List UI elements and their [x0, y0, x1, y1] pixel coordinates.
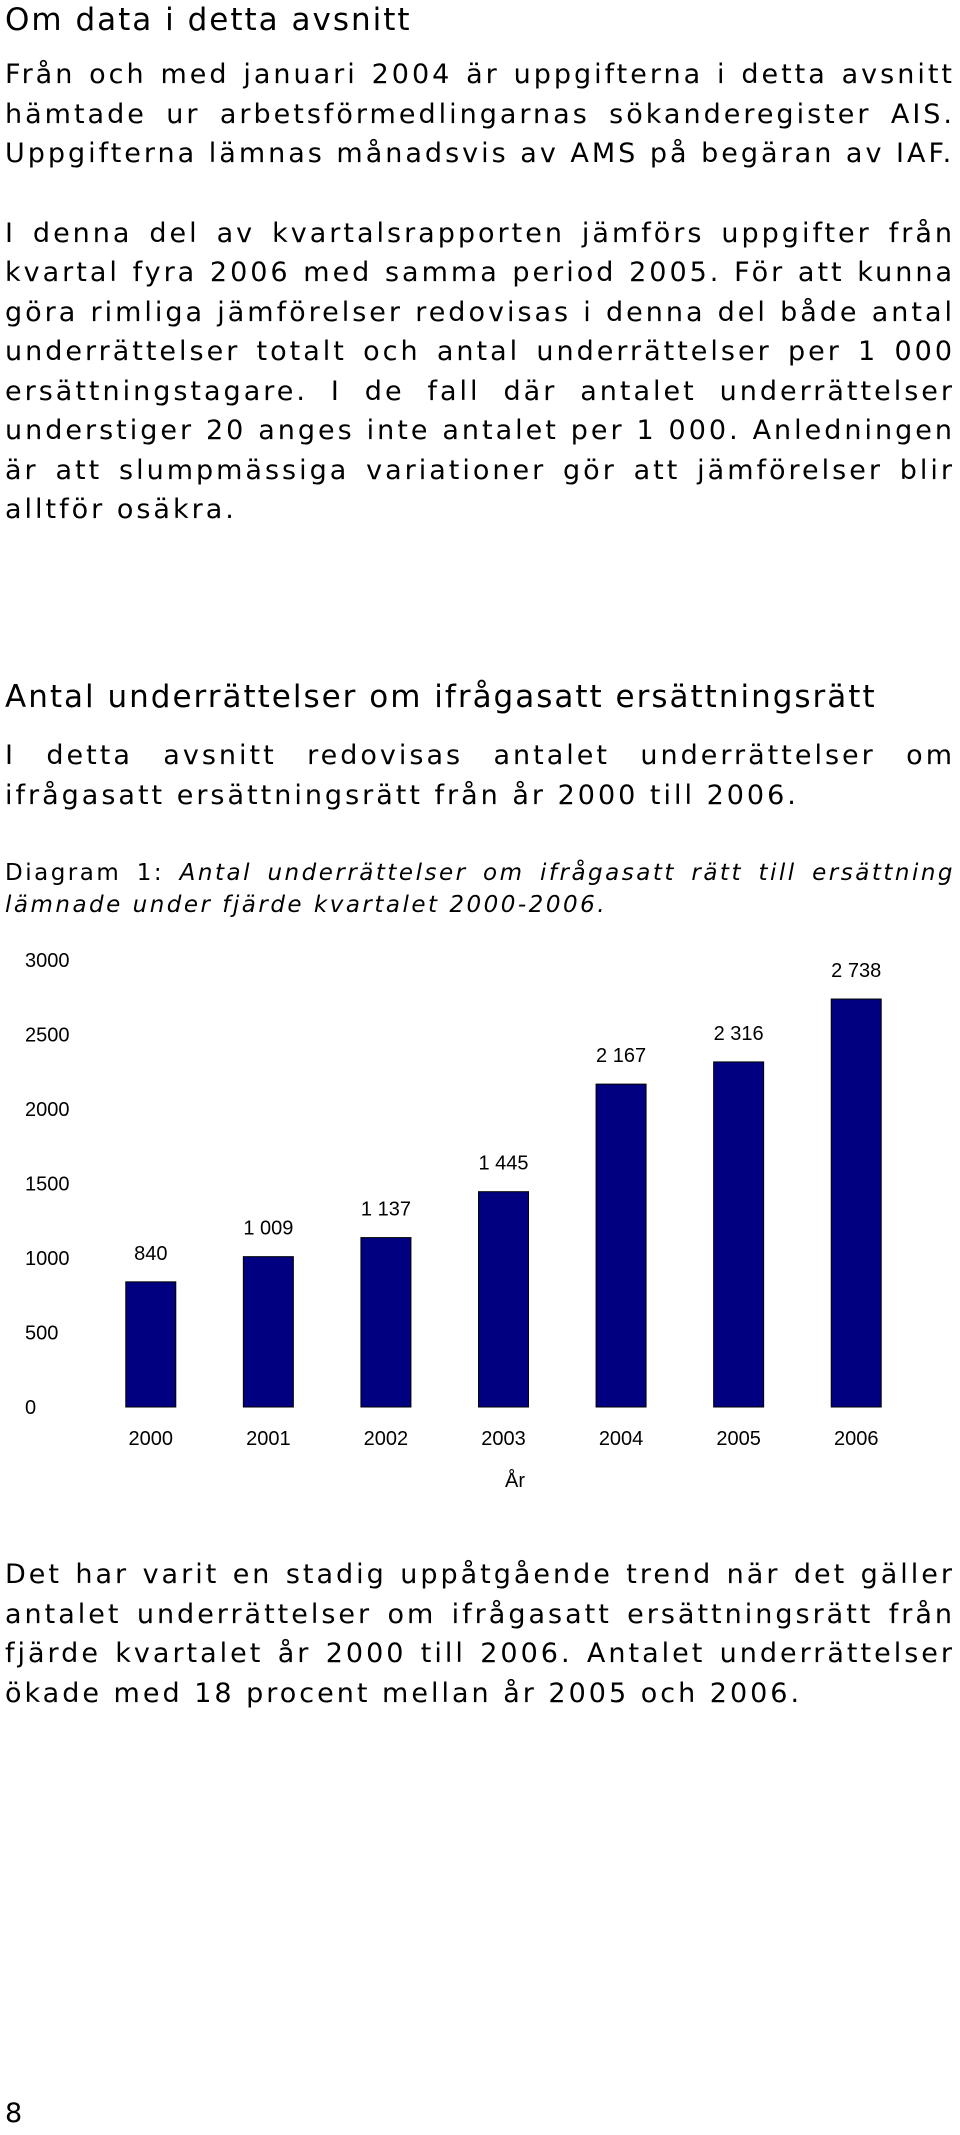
- x-axis-label: År: [505, 1469, 525, 1492]
- value-label: 2 167: [596, 1045, 646, 1067]
- section-intro: I detta avsnitt redovisas antalet underr…: [5, 740, 955, 811]
- value-label: 1 009: [243, 1218, 293, 1240]
- count-section: Antal underrättelser om ifrågasatt ersät…: [5, 677, 955, 717]
- caption-label: Diagram 1:: [5, 860, 165, 886]
- bar: [830, 998, 882, 1408]
- value-label: 840: [134, 1243, 167, 1265]
- value-label: 1 445: [478, 1153, 528, 1175]
- figure-caption: Diagram 1: Antal underrättelser om ifråg…: [5, 857, 955, 921]
- y-tick-label: 3000: [25, 950, 70, 972]
- bars: [125, 998, 882, 1408]
- about-section: Om data i detta avsnitt: [5, 0, 955, 40]
- bar: [242, 1256, 294, 1408]
- section-heading: Antal underrättelser om ifrågasatt ersät…: [5, 679, 877, 715]
- about-heading: Om data i detta avsnitt: [5, 2, 412, 38]
- about-text: Från och med januari 2004 är uppgifterna…: [5, 55, 955, 530]
- value-labels: 840 1 009 1 137 1 445 2 167 2 316 2 738: [134, 960, 881, 1265]
- x-tick-label: 2003: [481, 1428, 526, 1450]
- x-tick-label: 2005: [716, 1428, 761, 1450]
- bar: [713, 1061, 765, 1408]
- section-intro-text: I detta avsnitt redovisas antalet underr…: [5, 736, 955, 815]
- y-axis-ticks: 0 500 1000 1500 2000 2500 3000: [25, 950, 70, 1419]
- conclusion-paragraph: Det har varit en stadig uppåtgående tren…: [5, 1559, 955, 1709]
- y-tick-label: 0: [25, 1397, 36, 1419]
- x-tick-label: 2000: [129, 1428, 174, 1450]
- bar: [360, 1237, 412, 1408]
- y-tick-label: 500: [25, 1323, 58, 1345]
- value-label: 1 137: [361, 1199, 411, 1221]
- about-paragraph-2: I denna del av kvartalsrapporten jämförs…: [5, 217, 955, 526]
- conclusion-text: Det har varit en stadig uppåtgående tren…: [5, 1555, 955, 1713]
- y-tick-label: 2500: [25, 1025, 70, 1047]
- x-tick-label: 2001: [246, 1428, 291, 1450]
- y-tick-label: 1000: [25, 1248, 70, 1270]
- x-tick-label: 2002: [364, 1428, 409, 1450]
- x-tick-label: 2006: [834, 1428, 879, 1450]
- value-label: 2 316: [714, 1023, 764, 1045]
- value-label: 2 738: [831, 960, 881, 982]
- y-tick-label: 2000: [25, 1099, 70, 1121]
- bar: [595, 1083, 647, 1408]
- about-paragraph-1: Från och med januari 2004 är uppgifterna…: [5, 59, 955, 169]
- bar-chart: 0 500 1000 1500 2000 2500 3000 840 1 009 1 137 1 …: [25, 950, 882, 1492]
- y-tick-label: 1500: [25, 1174, 70, 1196]
- x-axis-ticks: 2000 2001 2002 2003 2004 2005 2006: [129, 1428, 879, 1450]
- bar: [125, 1281, 177, 1408]
- x-tick-label: 2004: [599, 1428, 644, 1450]
- page-number: 8: [5, 2098, 23, 2129]
- caption-text: Antal underrättelser om ifrågasatt rätt …: [5, 860, 956, 918]
- bar: [478, 1191, 529, 1408]
